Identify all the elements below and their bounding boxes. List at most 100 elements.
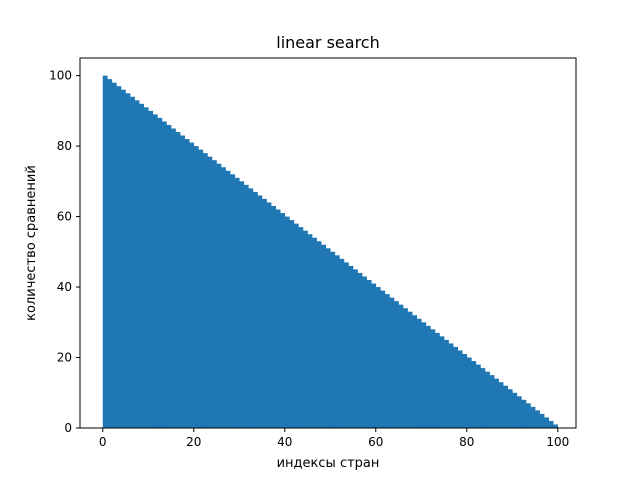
bar [480,368,486,428]
x-tick-label: 20 [186,435,201,449]
bar [180,135,185,428]
bar [398,304,404,428]
bar [293,223,299,428]
bar [184,139,190,429]
bar [475,364,481,428]
bar [421,322,427,428]
bar [252,191,258,428]
bar [198,149,204,428]
x-axis-ticks: 0 20 40 60 80 100 [99,428,569,449]
bar [448,343,454,428]
bar [339,258,345,428]
bar [157,117,163,429]
bar [489,375,495,428]
bar [494,378,499,428]
bar [539,413,545,428]
bar [139,103,145,428]
bar [416,318,422,428]
bar [444,339,449,428]
bar [234,177,240,428]
bar [521,399,527,428]
bar [243,184,249,428]
chart-title: linear search [276,33,380,52]
bar [225,170,231,428]
bar [262,198,267,428]
bar [498,382,504,428]
bar [425,325,431,428]
bar [175,132,181,428]
bar [166,124,172,428]
bar [307,234,313,428]
bar [380,290,386,428]
x-tick-label: 40 [277,435,292,449]
bar [366,280,372,428]
bar [284,216,290,428]
y-tick-label: 60 [57,210,72,224]
x-tick-label: 80 [459,435,474,449]
y-tick-label: 80 [57,139,72,153]
y-tick-label: 100 [49,69,72,83]
bar [211,160,217,428]
y-tick-label: 40 [57,280,72,294]
bar [393,301,399,428]
bar [312,237,317,428]
bar [134,100,140,428]
bar [362,276,367,428]
bar [430,329,436,428]
bar [389,297,395,428]
bar [171,128,176,429]
x-tick-label: 0 [99,435,107,449]
bar [102,75,108,429]
bar [316,241,322,428]
bar [275,209,281,428]
bar [148,110,154,429]
bar [453,346,458,428]
bar [111,82,117,429]
bar [525,403,531,428]
bar [516,396,522,428]
bar [457,350,463,428]
bar [466,357,472,428]
bar [280,213,286,428]
bar [143,107,149,428]
bar [471,361,477,428]
bar [434,332,440,428]
bar [207,156,213,429]
bar [503,385,509,428]
bar [266,202,272,428]
bar [371,283,377,428]
bar [120,89,126,429]
x-tick-label: 100 [546,435,569,449]
bar [407,311,413,428]
bar [535,410,540,428]
bar [221,167,226,429]
bar [248,188,254,428]
bar [202,153,208,428]
bar [353,269,358,428]
y-axis-label: количество сравнений [24,165,39,321]
y-tick-label: 0 [64,421,72,435]
bar [357,272,363,428]
bar [403,308,408,428]
bar [334,255,340,428]
bar [484,371,490,428]
bar [512,392,518,428]
x-axis-label: индексы стран [277,456,380,471]
bar [161,121,167,429]
bars-group [102,75,559,429]
bar [239,181,245,428]
y-tick-label: 20 [57,351,72,365]
x-tick-label: 60 [368,435,383,449]
bar [530,406,536,428]
bar [152,114,158,428]
bar [216,163,222,428]
bar [553,424,559,428]
bar [343,262,349,428]
bar [412,315,418,428]
bar [271,206,276,428]
bar [348,265,354,428]
bar [107,79,113,428]
bar [289,220,295,428]
bar [507,389,513,428]
